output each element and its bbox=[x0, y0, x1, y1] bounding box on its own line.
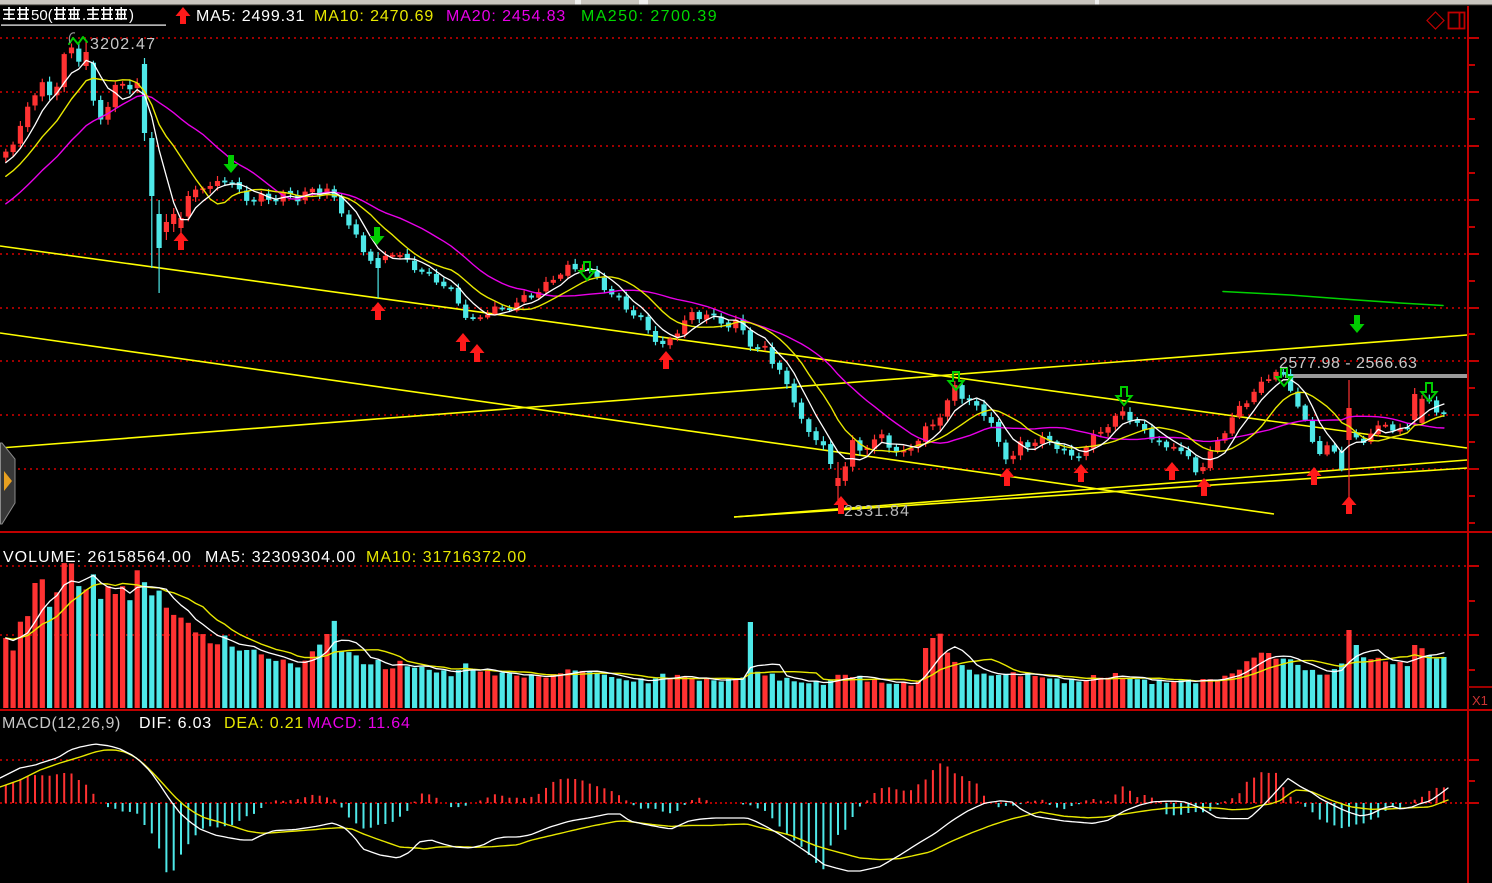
svg-text:2577.98 - 2566.63: 2577.98 - 2566.63 bbox=[1279, 355, 1417, 372]
svg-text:MA5: 2499.31: MA5: 2499.31 bbox=[196, 8, 305, 25]
svg-text:MA5: 32309304.00: MA5: 32309304.00 bbox=[205, 549, 356, 566]
svg-text:DEA: 0.21: DEA: 0.21 bbox=[224, 715, 304, 732]
svg-text:MA10: 2470.69: MA10: 2470.69 bbox=[314, 8, 434, 25]
svg-text:3202.47: 3202.47 bbox=[90, 36, 156, 53]
svg-text:.: . bbox=[82, 7, 86, 24]
svg-text:MACD(12,26,9): MACD(12,26,9) bbox=[2, 715, 121, 732]
svg-text:50(: 50( bbox=[31, 7, 53, 24]
svg-text:2331.84: 2331.84 bbox=[844, 503, 910, 520]
svg-text:MA10: 31716372.00: MA10: 31716372.00 bbox=[366, 549, 527, 566]
svg-text:DIF: 6.03: DIF: 6.03 bbox=[139, 715, 212, 732]
svg-text:MA20: 2454.83: MA20: 2454.83 bbox=[446, 8, 566, 25]
svg-text:MACD: 11.64: MACD: 11.64 bbox=[307, 715, 411, 732]
svg-text:MA250: 2700.39: MA250: 2700.39 bbox=[581, 8, 718, 25]
svg-text:): ) bbox=[129, 7, 134, 24]
svg-text:VOLUME: 26158564.00: VOLUME: 26158564.00 bbox=[3, 549, 192, 566]
svg-text:X1: X1 bbox=[1472, 693, 1488, 708]
